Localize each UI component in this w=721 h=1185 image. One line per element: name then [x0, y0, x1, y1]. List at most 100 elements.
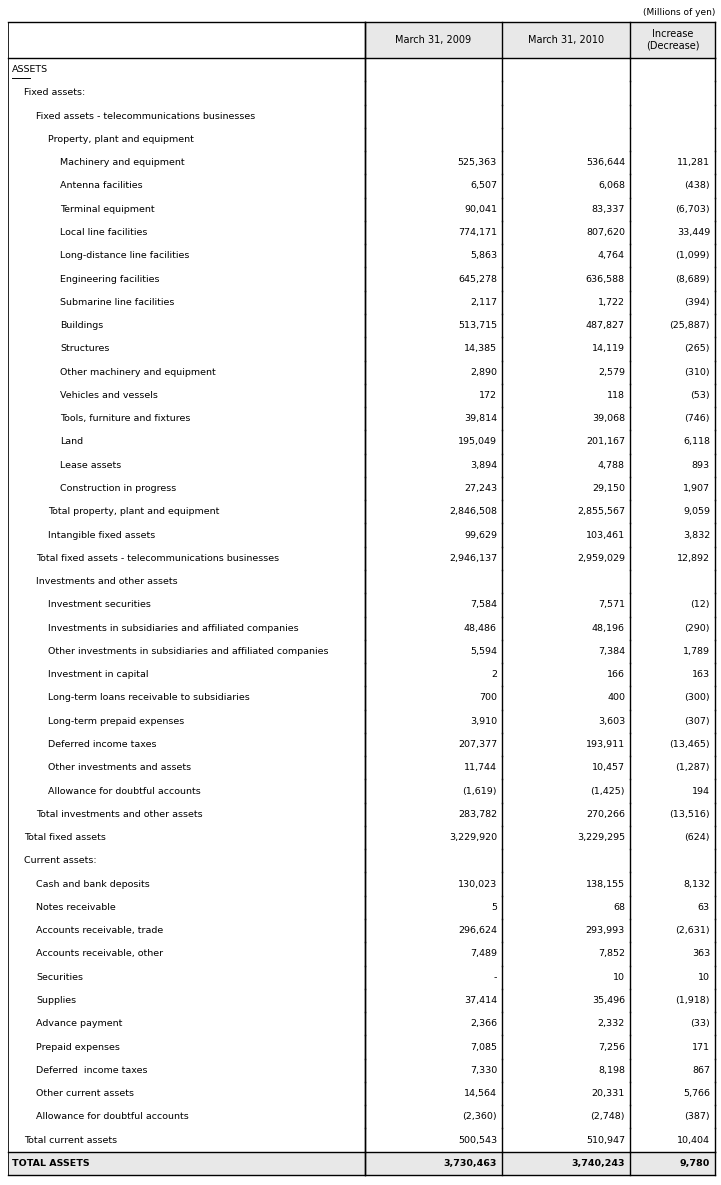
Text: 4,764: 4,764	[598, 251, 625, 261]
Bar	[502, 23, 630, 58]
Text: 14,564: 14,564	[464, 1089, 497, 1098]
Text: 99,629: 99,629	[464, 531, 497, 539]
Bar	[8, 966, 715, 988]
Text: 10,457: 10,457	[592, 763, 625, 773]
Text: 6,507: 6,507	[470, 181, 497, 191]
Bar	[8, 244, 715, 268]
Text: 37,414: 37,414	[464, 995, 497, 1005]
Text: (300): (300)	[684, 693, 710, 703]
Text: 39,068: 39,068	[592, 415, 625, 423]
Text: 525,363: 525,363	[458, 159, 497, 167]
Text: 636,588: 636,588	[586, 275, 625, 283]
Text: Local line facilities: Local line facilities	[60, 228, 147, 237]
Text: (624): (624)	[684, 833, 710, 843]
Text: Long-term prepaid expenses: Long-term prepaid expenses	[48, 717, 185, 725]
Text: 3,832: 3,832	[683, 531, 710, 539]
Bar	[8, 942, 715, 966]
Text: 193,911: 193,911	[586, 739, 625, 749]
Text: Other investments and assets: Other investments and assets	[48, 763, 191, 773]
Text: (1,425): (1,425)	[590, 787, 625, 795]
Text: 7,571: 7,571	[598, 601, 625, 609]
Bar	[8, 1152, 715, 1176]
Text: 14,119: 14,119	[592, 345, 625, 353]
Text: 29,150: 29,150	[592, 483, 625, 493]
Text: 6,068: 6,068	[598, 181, 625, 191]
Bar	[8, 290, 715, 314]
Text: Allowance for doubtful accounts: Allowance for doubtful accounts	[48, 787, 200, 795]
Bar	[8, 546, 715, 570]
Text: (310): (310)	[684, 367, 710, 377]
Text: Prepaid expenses: Prepaid expenses	[36, 1043, 120, 1051]
Bar	[8, 1082, 715, 1106]
Text: (2,360): (2,360)	[462, 1113, 497, 1121]
Bar	[630, 23, 715, 58]
Text: 3,894: 3,894	[470, 461, 497, 469]
Text: 400: 400	[607, 693, 625, 703]
Text: 4,788: 4,788	[598, 461, 625, 469]
Text: 363: 363	[691, 949, 710, 959]
Text: Total current assets: Total current assets	[24, 1135, 117, 1145]
Bar	[8, 500, 715, 524]
Text: (394): (394)	[684, 297, 710, 307]
Bar	[365, 23, 502, 58]
Text: 2,846,508: 2,846,508	[449, 507, 497, 517]
Text: (13,465): (13,465)	[669, 739, 710, 749]
Text: Investment in capital: Investment in capital	[48, 671, 149, 679]
Bar	[8, 850, 715, 872]
Text: (2,748): (2,748)	[590, 1113, 625, 1121]
Text: 11,281: 11,281	[677, 159, 710, 167]
Text: 2: 2	[491, 671, 497, 679]
Bar	[8, 476, 715, 500]
Text: (290): (290)	[684, 623, 710, 633]
Text: (25,887): (25,887)	[670, 321, 710, 331]
Text: Accounts receivable, other: Accounts receivable, other	[36, 949, 163, 959]
Text: 867: 867	[692, 1065, 710, 1075]
Bar	[8, 128, 715, 150]
Text: Cash and bank deposits: Cash and bank deposits	[36, 879, 150, 889]
Text: (6,703): (6,703)	[676, 205, 710, 213]
Text: Structures: Structures	[60, 345, 110, 353]
Text: 8,198: 8,198	[598, 1065, 625, 1075]
Text: Total fixed assets: Total fixed assets	[24, 833, 106, 843]
Text: 7,256: 7,256	[598, 1043, 625, 1051]
Text: Buildings: Buildings	[60, 321, 103, 331]
Text: Other machinery and equipment: Other machinery and equipment	[60, 367, 216, 377]
Text: 48,196: 48,196	[592, 623, 625, 633]
Bar	[8, 686, 715, 710]
Bar	[8, 872, 715, 896]
Text: Tools, furniture and fixtures: Tools, furniture and fixtures	[60, 415, 190, 423]
Bar	[8, 756, 715, 780]
Text: 2,855,567: 2,855,567	[577, 507, 625, 517]
Text: 9,780: 9,780	[680, 1159, 710, 1168]
Text: -: -	[494, 973, 497, 981]
Bar	[8, 826, 715, 850]
Text: Property, plant and equipment: Property, plant and equipment	[48, 135, 194, 143]
Bar	[8, 896, 715, 920]
Text: 138,155: 138,155	[586, 879, 625, 889]
Text: 3,229,920: 3,229,920	[449, 833, 497, 843]
Text: 33,449: 33,449	[677, 228, 710, 237]
Bar	[8, 780, 715, 802]
Text: 296,624: 296,624	[458, 927, 497, 935]
Bar	[8, 198, 715, 220]
Text: 7,584: 7,584	[470, 601, 497, 609]
Text: Fixed assets:: Fixed assets:	[24, 89, 85, 97]
Text: 195,049: 195,049	[458, 437, 497, 447]
Text: 7,384: 7,384	[598, 647, 625, 656]
Text: 3,603: 3,603	[598, 717, 625, 725]
Bar	[8, 268, 715, 290]
Bar	[8, 150, 715, 174]
Text: Lease assets: Lease assets	[60, 461, 121, 469]
Text: Total fixed assets - telecommunications businesses: Total fixed assets - telecommunications …	[36, 553, 279, 563]
Text: 700: 700	[479, 693, 497, 703]
Text: Long-term loans receivable to subsidiaries: Long-term loans receivable to subsidiari…	[48, 693, 249, 703]
Bar	[8, 82, 715, 104]
Text: Allowance for doubtful accounts: Allowance for doubtful accounts	[36, 1113, 189, 1121]
Text: (13,516): (13,516)	[669, 809, 710, 819]
Text: (1,918): (1,918)	[676, 995, 710, 1005]
Text: 7,489: 7,489	[470, 949, 497, 959]
Bar	[8, 802, 715, 826]
Bar	[8, 664, 715, 686]
Bar	[8, 524, 715, 546]
Text: 5,766: 5,766	[683, 1089, 710, 1098]
